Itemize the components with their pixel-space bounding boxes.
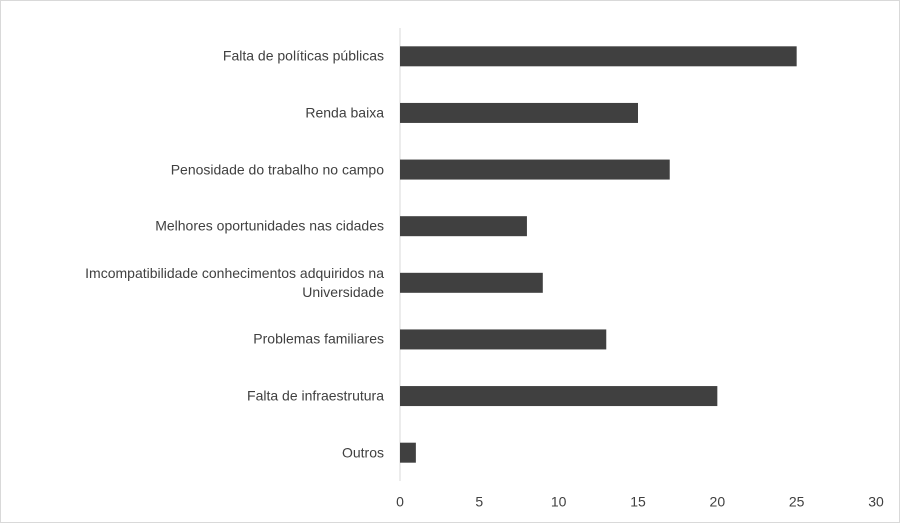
bar xyxy=(400,46,797,67)
bar xyxy=(400,102,638,123)
bar xyxy=(400,442,416,463)
x-tick-label: 20 xyxy=(710,494,726,510)
y-tick-label: Falta de infraestrutura xyxy=(247,387,384,404)
x-tick-label: 10 xyxy=(551,494,567,510)
bar xyxy=(400,159,670,180)
y-tick-label: Renda baixa xyxy=(305,104,384,121)
y-tick-label: Falta de políticas públicas xyxy=(222,47,384,64)
bar xyxy=(400,272,543,293)
bar xyxy=(400,216,527,237)
x-tick-label: 5 xyxy=(475,494,483,510)
x-tick-label: 15 xyxy=(630,494,646,510)
x-tick-label: 30 xyxy=(868,494,884,510)
x-tick-label: 0 xyxy=(396,494,404,510)
y-tick-label: Outros xyxy=(341,444,384,461)
y-tick-label: Melhores oportunidades nas cidades xyxy=(155,217,384,234)
y-tick-label: Problemas familiares xyxy=(253,330,384,347)
bar xyxy=(400,386,718,407)
bar xyxy=(400,329,607,350)
y-tick-label: Imcompatibilidade conhecimentos adquirid… xyxy=(85,264,384,300)
x-tick-label: 25 xyxy=(789,494,805,510)
y-tick-label: Penosidade do trabalho no campo xyxy=(170,161,384,178)
